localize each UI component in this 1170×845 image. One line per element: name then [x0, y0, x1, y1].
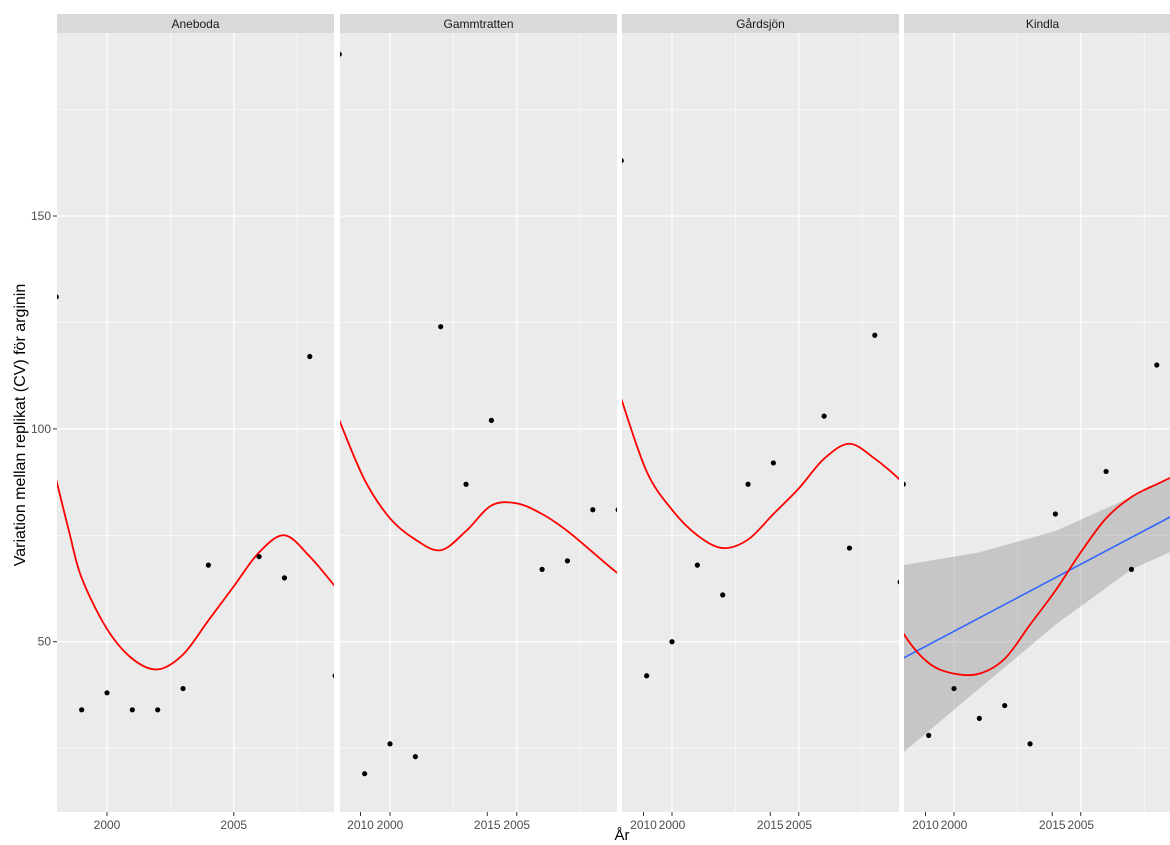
x-tick-label: 2010: [912, 818, 939, 832]
panel-background: [904, 33, 1170, 812]
x-tick-label: 2005: [220, 818, 247, 832]
data-point: [281, 575, 288, 581]
x-tick-label: 2015: [757, 818, 784, 832]
y-axis: 50 100 150: [31, 209, 57, 649]
facet-strip-label: Kindla: [1026, 17, 1060, 31]
facet-strip: [57, 14, 334, 33]
data-point: [694, 562, 700, 568]
linear-fit-line: [904, 516, 1170, 659]
data-point: [720, 592, 726, 598]
data-point: [488, 417, 494, 423]
x-tick-label: 2015: [1039, 818, 1066, 832]
x-tick-label: 2000: [659, 818, 686, 832]
data-point: [951, 685, 957, 692]
data-point: [1002, 702, 1008, 709]
x-tick-label: 2005: [785, 818, 812, 832]
x-tick-label: 2005: [503, 818, 530, 832]
data-point: [926, 732, 932, 738]
facet-panel: Gårdsjön 2000 2005 2010 2015: [622, 14, 1066, 832]
data-point: [180, 685, 186, 692]
data-point: [340, 51, 342, 57]
loess-curve: [57, 479, 334, 671]
facet-panel: Kindla 2000 2005: [904, 14, 1170, 832]
x-tick-label: 2010: [347, 818, 374, 832]
data-point: [129, 707, 135, 713]
data-point: [904, 481, 906, 487]
panel-background: [622, 33, 899, 812]
y-tick-label: 150: [31, 209, 51, 223]
facet-strip: [622, 14, 899, 33]
data-point: [412, 754, 418, 760]
data-point: [564, 558, 571, 564]
facet-panel: Aneboda 2000 2005 2010 2015: [57, 14, 501, 832]
x-tick-label: 2000: [377, 818, 404, 832]
data-point: [821, 413, 827, 419]
data-point: [463, 481, 469, 487]
data-point: [332, 673, 334, 679]
x-tick-label: 2000: [94, 818, 121, 832]
data-point: [104, 690, 110, 696]
data-point: [745, 481, 751, 487]
facet-strip-label: Aneboda: [171, 17, 219, 31]
x-axis-title: År: [615, 827, 630, 844]
x-tick-label: 2010: [630, 818, 657, 832]
data-point: [1128, 566, 1135, 572]
data-point: [307, 353, 313, 360]
data-point: [362, 771, 368, 777]
data-point: [1154, 362, 1160, 368]
data-point: [438, 324, 444, 330]
data-point: [387, 741, 393, 747]
data-point: [57, 294, 59, 300]
loess-curve: [904, 476, 1170, 677]
loess-curve: [622, 398, 899, 550]
data-point: [1103, 468, 1109, 475]
facet-strip-label: Gårdsjön: [736, 17, 785, 31]
data-point: [897, 579, 899, 585]
facet-strip-label: Gammtratten: [443, 17, 513, 31]
y-tick-label: 100: [31, 422, 51, 436]
data-point: [770, 460, 777, 466]
facet-strip: [904, 14, 1170, 33]
x-tick-label: 2000: [941, 818, 968, 832]
data-point: [846, 545, 853, 551]
data-point: [256, 553, 262, 560]
y-tick-label: 50: [38, 635, 52, 649]
data-point: [622, 158, 624, 164]
data-point: [155, 707, 161, 713]
data-point: [79, 707, 85, 713]
panel-background: [340, 33, 617, 812]
data-point: [1052, 511, 1058, 517]
data-point: [590, 507, 596, 513]
facet-strip: [340, 14, 617, 33]
data-point: [539, 566, 545, 572]
x-tick-label: 2005: [1067, 818, 1094, 832]
loess-curve: [340, 420, 617, 574]
x-tick-label: 2015: [474, 818, 501, 832]
data-point: [669, 639, 675, 645]
data-point: [1027, 741, 1033, 747]
data-point: [205, 562, 211, 568]
data-point: [644, 673, 650, 679]
data-point: [976, 715, 982, 721]
facet-panel: Gammtratten 2000 2005 2010 2015: [340, 14, 784, 832]
data-point: [615, 507, 617, 513]
panel-background: [57, 33, 334, 812]
y-axis-title: Variation mellan replikat (CV) för argin…: [12, 284, 29, 566]
data-point: [872, 332, 878, 338]
